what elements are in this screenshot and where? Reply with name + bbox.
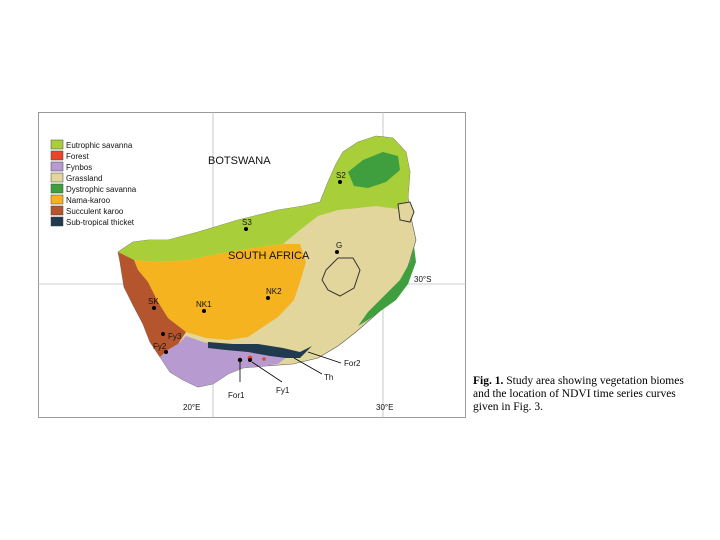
figure-caption: Fig. 1. Study area showing vegetation bi… — [473, 375, 703, 414]
legend-label-eutrophic-savanna: Eutrophic savanna — [66, 141, 133, 150]
graticule-label-20e: 20°E — [183, 403, 200, 412]
legend-swatch-succulent-karoo — [50, 205, 64, 216]
biome-succulent-karoo — [118, 252, 186, 357]
legend-swatch-eutrophic-savanna — [50, 139, 64, 150]
site-marker-sk — [152, 306, 156, 310]
biome-dystrophic-savanna — [348, 152, 400, 188]
legend-label-forest: Forest — [66, 152, 89, 161]
legend-swatch-forest — [50, 150, 64, 161]
caption-text: Study area showing vegetation biomes and… — [473, 375, 684, 413]
graticule-label-30e: 30°E — [376, 403, 393, 412]
site-label-nk1: NK1 — [196, 300, 212, 309]
site-marker-g — [335, 250, 339, 254]
site-marker-s2 — [338, 180, 342, 184]
site-label-for2: For2 — [344, 359, 361, 368]
lesotho-outline — [321, 257, 361, 297]
legend-swatch-grassland — [50, 172, 64, 183]
site-label-fy2: Fy2 — [153, 342, 167, 351]
site-marker-fy2 — [164, 350, 168, 354]
site-marker-nk1 — [202, 309, 206, 313]
biome-nama-karoo — [134, 244, 306, 340]
site-label-fy1: Fy1 — [276, 386, 290, 395]
site-marker-nk2 — [266, 296, 270, 300]
legend-label-dystrophic-savanna: Dystrophic savanna — [66, 185, 137, 194]
swaziland-outline — [397, 201, 415, 223]
country-label-botswana: BOTSWANA — [208, 155, 271, 167]
caption-label: Fig. 1. — [473, 375, 504, 387]
biome-forest-patch — [262, 357, 266, 361]
country-label-south-africa: SOUTH AFRICA — [228, 250, 310, 262]
site-marker-fy1 — [248, 358, 252, 362]
site-marker-fy3 — [161, 332, 165, 336]
legend-label-fynbos: Fynbos — [66, 163, 92, 172]
leader-line-fy1 — [251, 361, 283, 383]
legend-swatch-sub-tropical-thicket — [50, 216, 64, 227]
site-label-th: Th — [324, 373, 333, 382]
legend-swatch-nama-karoo — [50, 194, 64, 205]
site-label-fy3: Fy3 — [168, 332, 182, 341]
site-label-for1: For1 — [228, 391, 245, 400]
site-label-nk2: NK2 — [266, 287, 282, 296]
biome-dystrophic-savanna-east — [358, 246, 416, 326]
legend-label-succulent-karoo: Succulent karoo — [66, 207, 124, 216]
leader-line-for2 — [307, 351, 342, 364]
legend-label-grassland: Grassland — [66, 174, 102, 183]
study-area-map: Eutrophic savanna Forest Fynbos Grasslan… — [38, 112, 466, 418]
biome-eutrophic-savanna — [118, 136, 410, 262]
site-label-s2: S2 — [336, 171, 346, 180]
biome-sub-tropical-thicket — [208, 342, 312, 358]
legend-label-sub-tropical-thicket: Sub-tropical thicket — [66, 218, 135, 227]
leader-line-th — [293, 357, 323, 375]
map-legend: Eutrophic savanna Forest Fynbos Grasslan… — [50, 139, 137, 227]
site-label-sk: SK — [148, 297, 159, 306]
legend-label-nama-karoo: Nama-karoo — [66, 196, 111, 205]
site-label-s3: S3 — [242, 218, 252, 227]
legend-swatch-dystrophic-savanna — [50, 183, 64, 194]
site-marker-s3 — [244, 227, 248, 231]
graticule-label-30s: 30°S — [414, 275, 431, 284]
legend-swatch-fynbos — [50, 161, 64, 172]
site-label-g: G — [336, 241, 342, 250]
